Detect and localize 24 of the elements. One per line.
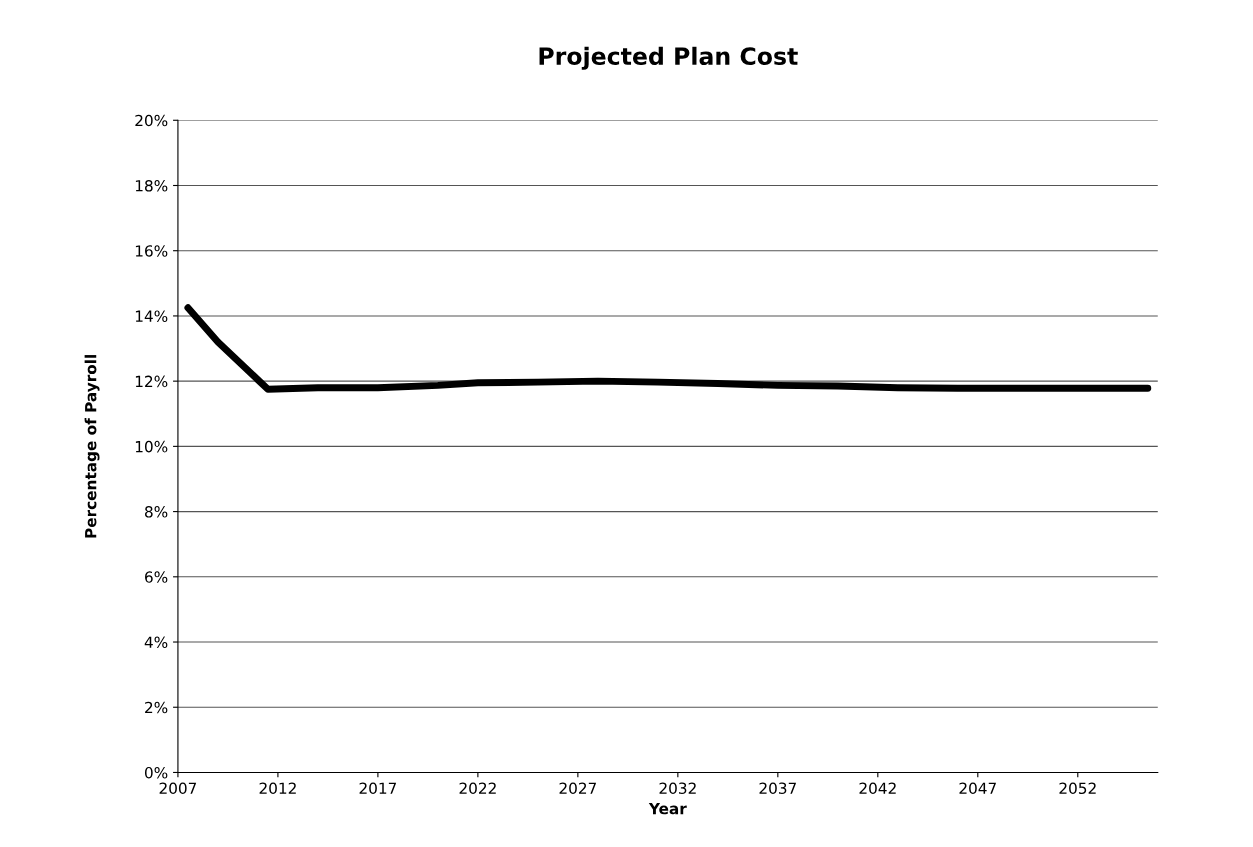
y-tick-label: 12% xyxy=(135,375,168,388)
y-tick-label: 8% xyxy=(145,506,168,518)
y-tick-label: 16% xyxy=(135,245,168,257)
chart-title: Projected Plan Cost xyxy=(539,46,798,70)
y-tick-label: 4% xyxy=(144,636,168,649)
x-tick-label: 2012 xyxy=(259,782,296,795)
x-tick-label: 2047 xyxy=(959,782,996,795)
y-axis-title: Percentage of Payroll xyxy=(84,355,100,538)
y-tick-label: 14% xyxy=(135,310,168,322)
y-tick-label: 20% xyxy=(135,114,168,127)
y-tick-label: 0% xyxy=(144,766,168,779)
x-tick-label: 2017 xyxy=(359,782,397,795)
x-tick-label: 2037 xyxy=(759,782,796,795)
x-tick-label: 2007 xyxy=(159,782,197,795)
y-tick-label: 2% xyxy=(145,701,168,714)
y-tick-label: 10% xyxy=(135,440,168,453)
x-axis-title: Year xyxy=(648,803,687,815)
x-tick-label: 2042 xyxy=(859,782,896,795)
x-tick-label: 2052 xyxy=(1059,782,1096,795)
y-tick-label: 6% xyxy=(145,571,168,583)
x-tick-label: 2027 xyxy=(559,782,596,795)
x-tick-label: 2022 xyxy=(459,782,496,795)
x-tick-label: 2032 xyxy=(659,782,696,795)
y-tick-label: 18% xyxy=(135,179,168,192)
